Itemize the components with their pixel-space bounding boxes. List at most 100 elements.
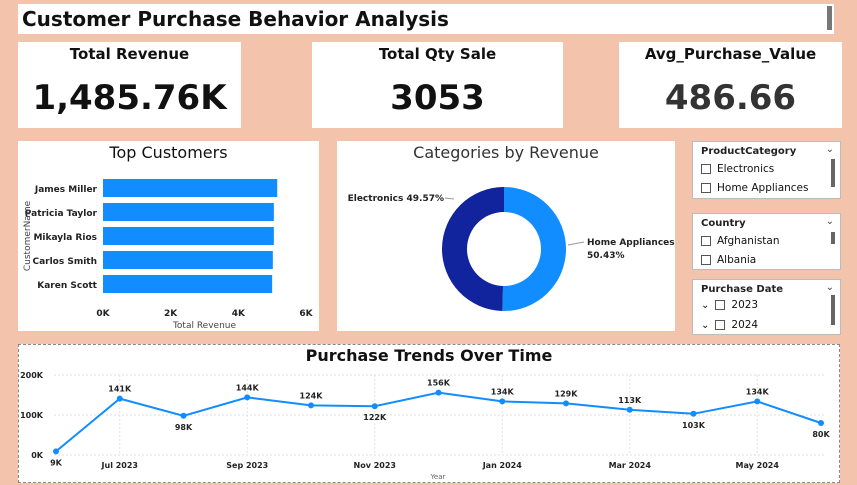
slicer-purchase-date[interactable]: Purchase Date ⌄ ⌄ 2023 ⌄ 2024 [692, 279, 841, 335]
x-tick-label: Jan 2024 [482, 461, 523, 470]
purchase-trends-chart[interactable]: Purchase Trends Over Time 200K 100K 0K Jul … [18, 344, 840, 483]
expand-chevron-icon[interactable]: ⌄ [701, 299, 710, 311]
data-point [818, 420, 824, 426]
y-tick-label: 200K [20, 371, 44, 380]
x-axis-label: Total Revenue [172, 321, 237, 331]
data-label: 80K [812, 430, 830, 439]
x-tick-label: 0K [96, 309, 110, 319]
slicer-title: ProductCategory [701, 146, 797, 157]
data-label: 98K [175, 423, 193, 432]
bar [103, 203, 274, 221]
kpi-card-total-qty: Total Qty Sale 3053 [312, 42, 563, 128]
option-label: Albania [717, 254, 757, 266]
option-label: Afghanistan [717, 235, 780, 247]
data-label: 156K [427, 379, 451, 388]
data-point [53, 448, 59, 455]
data-label: 134K [491, 387, 515, 396]
slicer-option-2024[interactable]: ⌄ 2024 [701, 319, 758, 331]
data-point [563, 400, 569, 407]
data-label: 9K [50, 458, 63, 467]
kpi-value: 486.66 [664, 78, 797, 118]
chevron-down-icon[interactable]: ⌄ [825, 216, 834, 227]
data-label: 144K [236, 383, 260, 392]
data-label: Home Appliances [587, 238, 675, 248]
expand-chevron-icon[interactable]: ⌄ [701, 319, 710, 331]
slicer-country[interactable]: Country ⌄ Afghanistan Albania [692, 213, 841, 270]
slicer-title: Country [701, 218, 746, 229]
data-point [435, 389, 442, 396]
series-line [55, 391, 822, 453]
checkbox[interactable] [701, 255, 711, 265]
checkbox[interactable] [701, 164, 711, 174]
kpi-value: 3053 [390, 78, 485, 118]
slicer-option-electronics[interactable]: Electronics [701, 163, 774, 175]
scrollbar[interactable] [831, 295, 835, 325]
categories-donut-chart[interactable]: Categories by Revenue Electronics 49.57%… [337, 141, 675, 331]
donut-slice [502, 187, 566, 311]
scrollbar[interactable] [831, 232, 835, 244]
kpi-card-total-revenue: Total Revenue 1,485.76K [18, 42, 241, 128]
data-point [116, 395, 123, 402]
y-tick-label: 0K [31, 451, 44, 460]
kpi-label: Total Revenue [69, 45, 190, 63]
x-tick-label: May 2024 [736, 461, 780, 470]
slicer-option-afghanistan[interactable]: Afghanistan [701, 235, 780, 247]
x-tick-label: Jul 2023 [101, 461, 138, 470]
donut-chart-svg: Electronics 49.57% Home Appliances 50.43% [348, 187, 675, 311]
title-bar: Customer Purchase Behavior Analysis [18, 4, 834, 34]
checkbox[interactable] [715, 320, 726, 330]
data-point [499, 398, 506, 405]
data-point [690, 410, 697, 417]
x-tick-label: 2K [164, 309, 178, 319]
data-label: 122K [363, 413, 387, 422]
leader-line [567, 241, 585, 246]
chevron-down-icon[interactable]: ⌄ [825, 282, 834, 293]
x-axis-label: Year [430, 473, 446, 481]
chart-title: Top Customers [109, 143, 228, 162]
kpi-label: Avg_Purchase_Value [644, 45, 817, 63]
category-label: Patricia Taylor [25, 209, 98, 219]
data-label: 134K [746, 387, 770, 396]
option-label: 2023 [731, 299, 759, 311]
chart-title: Categories by Revenue [413, 143, 599, 162]
x-tick-label: 6K [299, 309, 313, 319]
slicer-option-albania[interactable]: Albania [701, 254, 756, 266]
kpi-label: Total Qty Sale [378, 45, 497, 63]
option-label: 2024 [731, 319, 759, 331]
checkbox[interactable] [715, 300, 726, 310]
kpi-value: 1,485.76K [32, 78, 227, 118]
slicer-option-2023[interactable]: ⌄ 2023 [701, 299, 758, 311]
slicer-product-category[interactable]: ProductCategory ⌄ Electronics Home Appli… [692, 141, 841, 199]
data-label: 129K [555, 389, 579, 398]
scrollbar[interactable] [827, 6, 832, 30]
kpi-card-avg-purchase: Avg_Purchase_Value 486.66 [619, 42, 842, 128]
data-label: 50.43% [587, 251, 625, 261]
y-tick-label: 100K [20, 411, 44, 420]
data-point [371, 403, 378, 410]
bar [103, 275, 273, 293]
category-label: Carlos Smith [32, 257, 97, 267]
option-label: Home Appliances [717, 182, 809, 194]
leader-line [444, 197, 455, 200]
x-tick-label: Nov 2023 [354, 461, 396, 470]
slicer-option-home-appliances[interactable]: Home Appliances [701, 182, 809, 194]
top-customers-chart[interactable]: Top Customers James Miller Patricia Taylo… [18, 141, 319, 331]
x-tick-label: Sep 2023 [226, 461, 268, 470]
checkbox[interactable] [701, 183, 711, 193]
scrollbar[interactable] [831, 159, 835, 187]
chevron-down-icon[interactable]: ⌄ [825, 144, 834, 155]
chart-title: Purchase Trends Over Time [305, 346, 553, 365]
checkbox[interactable] [701, 236, 711, 246]
bar [103, 251, 273, 269]
category-label: James Miller [34, 185, 98, 195]
data-point [180, 412, 187, 419]
data-label: 113K [618, 396, 642, 405]
y-axis-label: CustomerName [23, 200, 33, 271]
data-point [244, 394, 251, 401]
page-title: Customer Purchase Behavior Analysis [22, 7, 449, 31]
donut-slice [442, 187, 504, 311]
x-tick-label: 4K [232, 309, 246, 319]
category-label: Mikayla Rios [33, 233, 97, 243]
data-label: 141K [108, 385, 132, 394]
